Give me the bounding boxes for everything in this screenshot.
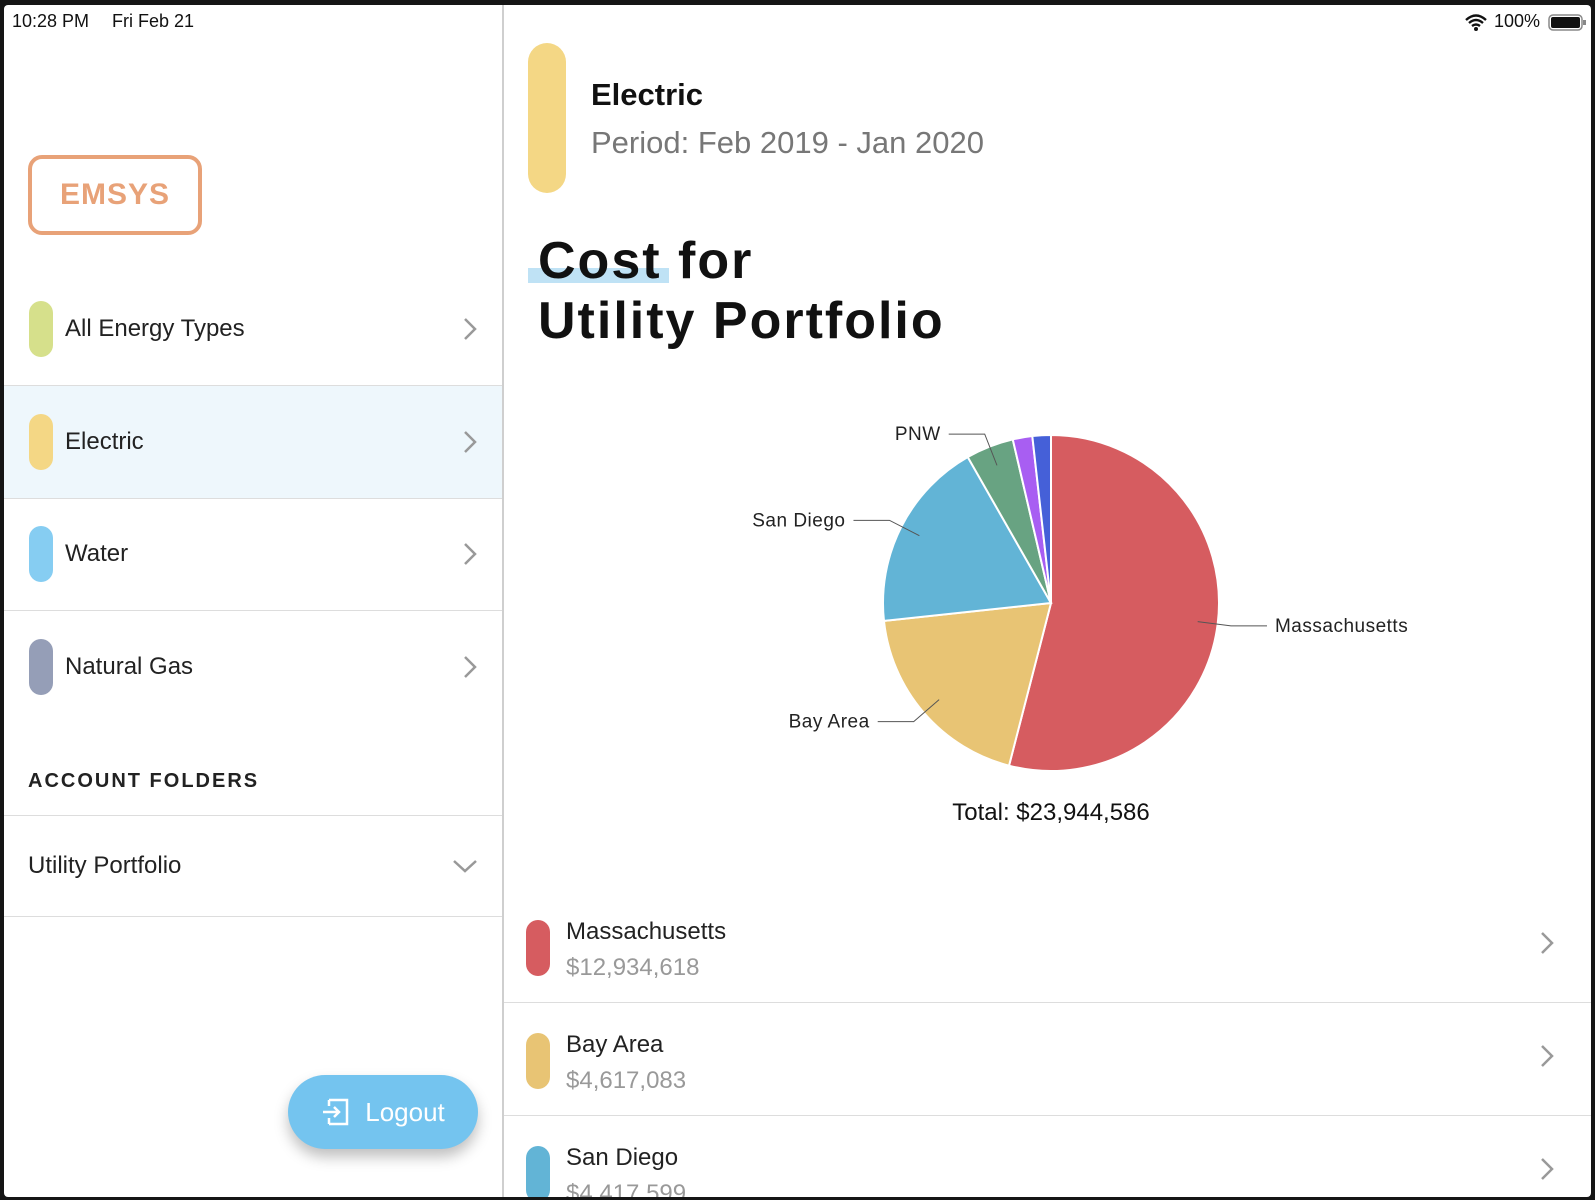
chevron — [464, 318, 477, 340]
leader-line — [877, 699, 940, 723]
battery-icon — [1548, 14, 1586, 31]
heading-line: Cost for — [538, 232, 754, 290]
menu-label: Electric — [65, 428, 144, 455]
slice-label: Bay Area — [789, 712, 870, 733]
account-row[interactable]: Massachusetts $12,934,618 — [504, 890, 1591, 1003]
account-name: Massachusetts — [566, 918, 727, 945]
pill — [29, 526, 53, 582]
menu-item[interactable]: All Energy Types — [4, 273, 502, 386]
header-title: Electric — [591, 77, 704, 112]
chevron-down — [453, 860, 477, 873]
highlight — [528, 268, 669, 283]
status-time: 10:28 PM — [12, 11, 90, 31]
pill — [526, 920, 550, 976]
pill — [29, 414, 53, 470]
pill — [29, 301, 53, 357]
slice-label: PNW — [895, 424, 941, 445]
chevron — [464, 431, 477, 453]
status-date: Fri Feb 21 — [112, 11, 195, 31]
chevron — [1541, 932, 1554, 954]
slice-label: San Diego — [752, 510, 845, 531]
leader-line — [1197, 621, 1267, 627]
header-period: Period: Feb 2019 - Jan 2020 — [591, 125, 984, 160]
logout-button[interactable]: Logout — [288, 1075, 478, 1149]
chevron — [1541, 1045, 1554, 1067]
menu-item-selected[interactable]: Electric — [4, 385, 502, 499]
menu-item[interactable]: Natural Gas — [4, 611, 502, 723]
pie-slice — [1031, 433, 1052, 604]
slice-label: Massachusetts — [1275, 616, 1408, 637]
account-row[interactable]: San Diego $4,417,599 — [504, 1116, 1591, 1197]
battery-level: 100% — [1494, 11, 1541, 31]
pill — [29, 639, 53, 695]
folder-label: Utility Portfolio — [28, 852, 182, 879]
menu-label: All Energy Types — [65, 315, 245, 342]
leader-line — [948, 433, 998, 466]
logout-label: Logout — [365, 1096, 445, 1127]
section-title: ACCOUNT FOLDERS — [28, 770, 260, 792]
account-name: San Diego — [566, 1144, 679, 1171]
account-amount: $4,417,599 — [566, 1180, 687, 1197]
chevron — [464, 543, 477, 565]
total-label: Total: $23,944,586 — [952, 799, 1150, 826]
sidebar: EMSYS All Energy Types Electric Water Na… — [4, 5, 504, 1197]
menu-label: Natural Gas — [65, 653, 194, 680]
leader-line — [853, 519, 920, 537]
logo: EMSYS — [28, 155, 202, 235]
folder-item[interactable]: Utility Portfolio — [4, 815, 502, 917]
menu-label: Water — [65, 540, 129, 567]
pill — [526, 1033, 550, 1089]
account-amount: $12,934,618 — [566, 954, 700, 981]
heading-line: Utility Portfolio — [538, 292, 945, 350]
logout-icon — [323, 1098, 349, 1126]
chevron — [464, 656, 477, 678]
chevron — [1541, 1158, 1554, 1180]
account-row[interactable]: Bay Area $4,617,083 — [504, 1003, 1591, 1116]
energy-pill — [528, 43, 566, 193]
account-amount: $4,617,083 — [566, 1067, 687, 1094]
menu-item[interactable]: Water — [4, 498, 502, 611]
pie-chart: Massachusetts Bay Area San Diego PNW Total: … — [752, 424, 1408, 826]
wifi-icon — [1465, 14, 1487, 31]
screen: 10:28 PM Fri Feb 21 100% EMSYS All Energ… — [4, 5, 1591, 1197]
pill — [526, 1146, 550, 1197]
account-name: Bay Area — [566, 1031, 664, 1058]
